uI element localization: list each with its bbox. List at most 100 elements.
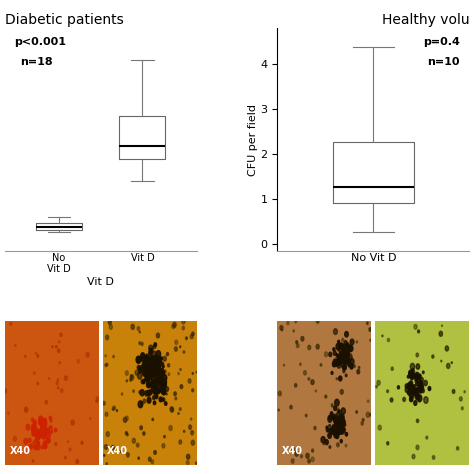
Circle shape	[121, 393, 123, 395]
Circle shape	[131, 375, 134, 380]
Circle shape	[325, 395, 327, 398]
Circle shape	[416, 364, 419, 369]
Circle shape	[341, 354, 343, 356]
Circle shape	[333, 351, 336, 356]
Circle shape	[146, 383, 150, 388]
Circle shape	[48, 427, 52, 433]
Circle shape	[336, 359, 340, 365]
Circle shape	[405, 384, 408, 389]
Circle shape	[341, 361, 346, 368]
Circle shape	[37, 355, 39, 357]
Circle shape	[345, 343, 349, 349]
Circle shape	[182, 319, 185, 324]
Circle shape	[356, 411, 357, 413]
Circle shape	[155, 358, 159, 364]
Circle shape	[362, 419, 364, 421]
Circle shape	[419, 382, 421, 386]
Circle shape	[338, 428, 342, 434]
Circle shape	[290, 405, 292, 409]
Circle shape	[145, 391, 147, 395]
Circle shape	[143, 399, 146, 403]
Circle shape	[138, 366, 141, 371]
Circle shape	[36, 430, 38, 432]
Circle shape	[151, 390, 153, 392]
Circle shape	[346, 353, 349, 359]
Circle shape	[157, 388, 160, 393]
Circle shape	[415, 375, 417, 378]
Circle shape	[41, 425, 43, 428]
Circle shape	[151, 367, 154, 372]
Circle shape	[36, 445, 40, 450]
Circle shape	[52, 346, 53, 348]
Circle shape	[332, 361, 336, 367]
Circle shape	[420, 381, 422, 383]
Circle shape	[35, 439, 36, 442]
Circle shape	[413, 374, 416, 377]
Circle shape	[148, 383, 152, 388]
Circle shape	[149, 390, 152, 394]
Circle shape	[96, 397, 99, 401]
Circle shape	[77, 359, 80, 363]
Circle shape	[143, 370, 147, 376]
Circle shape	[159, 376, 163, 381]
Circle shape	[410, 393, 412, 398]
Circle shape	[156, 359, 161, 366]
Circle shape	[191, 440, 194, 445]
Circle shape	[412, 368, 414, 371]
Circle shape	[333, 431, 336, 435]
Circle shape	[152, 365, 154, 369]
Circle shape	[149, 368, 154, 375]
Circle shape	[125, 371, 128, 375]
Circle shape	[343, 365, 346, 370]
Circle shape	[315, 390, 317, 392]
Circle shape	[419, 387, 423, 393]
Circle shape	[149, 353, 151, 356]
Circle shape	[343, 428, 345, 432]
Circle shape	[334, 428, 337, 433]
Circle shape	[44, 427, 46, 429]
Circle shape	[42, 431, 44, 435]
Circle shape	[179, 408, 181, 410]
Circle shape	[301, 455, 302, 458]
Circle shape	[139, 391, 141, 394]
Circle shape	[337, 429, 341, 434]
Circle shape	[106, 432, 109, 437]
Circle shape	[278, 391, 281, 396]
Circle shape	[146, 368, 150, 375]
Circle shape	[113, 406, 115, 410]
Circle shape	[33, 428, 36, 434]
Circle shape	[424, 397, 428, 403]
Circle shape	[410, 384, 414, 390]
Circle shape	[145, 355, 149, 360]
Circle shape	[19, 450, 22, 454]
Circle shape	[142, 369, 146, 375]
Circle shape	[340, 430, 343, 433]
Circle shape	[142, 380, 145, 383]
Circle shape	[340, 432, 342, 434]
Circle shape	[338, 410, 339, 413]
Circle shape	[159, 379, 162, 384]
Circle shape	[329, 446, 331, 448]
Circle shape	[326, 426, 328, 429]
Circle shape	[403, 397, 405, 401]
Circle shape	[155, 358, 157, 362]
Circle shape	[346, 345, 350, 350]
Circle shape	[112, 408, 114, 410]
Circle shape	[153, 345, 156, 348]
Circle shape	[49, 416, 51, 420]
Circle shape	[152, 370, 156, 376]
Circle shape	[155, 365, 159, 372]
Circle shape	[149, 345, 153, 351]
Circle shape	[34, 445, 37, 450]
Circle shape	[137, 443, 139, 447]
Circle shape	[334, 434, 337, 438]
Circle shape	[305, 414, 307, 417]
Circle shape	[149, 365, 151, 368]
Circle shape	[8, 412, 9, 414]
Circle shape	[333, 348, 335, 351]
Circle shape	[131, 324, 134, 329]
Circle shape	[331, 372, 333, 374]
Circle shape	[145, 391, 148, 396]
Circle shape	[161, 383, 163, 386]
Circle shape	[345, 352, 347, 355]
